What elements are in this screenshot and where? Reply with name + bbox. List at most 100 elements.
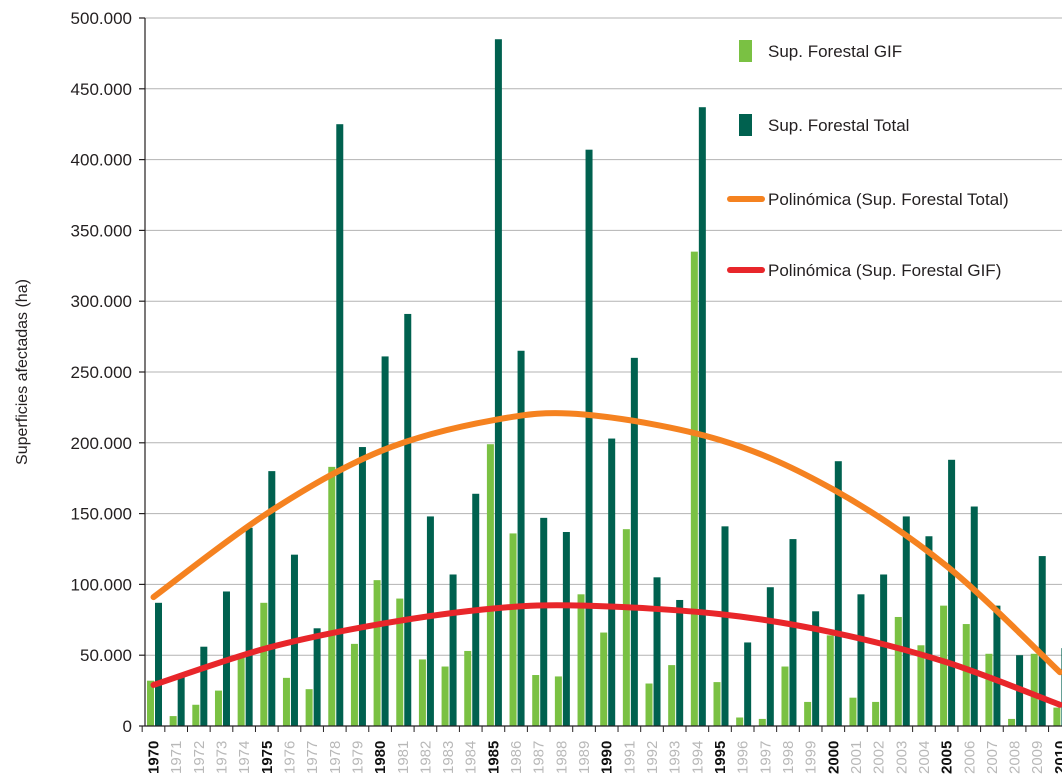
bar-total-1995 [721, 526, 729, 726]
x-tick-label-1975: 1975 [259, 741, 276, 774]
bar-gif-1983 [441, 666, 449, 726]
y-tick-label: 250.000 [71, 363, 132, 382]
bar-gif-1974 [237, 655, 245, 726]
y-tick-label: 150.000 [71, 505, 132, 524]
bar-gif-2008 [1008, 718, 1016, 726]
x-tick-label-1998: 1998 [780, 741, 797, 774]
y-tick-label: 50.000 [80, 646, 132, 665]
y-tick-label: 350.000 [71, 221, 132, 240]
bar-total-1971 [177, 676, 185, 726]
x-tick-label-1973: 1973 [213, 741, 230, 774]
x-tick-label-2003: 2003 [893, 741, 910, 774]
bar-gif-1990 [600, 632, 608, 726]
bar-total-2002 [880, 574, 888, 726]
bar-gif-1982 [418, 659, 426, 726]
bar-gif-1993 [668, 665, 676, 726]
bar-gif-1973 [214, 690, 222, 726]
bar-total-1982 [426, 516, 434, 726]
bar-gif-1981 [396, 598, 404, 726]
legend-label: Polinómica (Sup. Forestal Total) [768, 190, 1009, 209]
bar-gif-2004 [917, 645, 925, 726]
x-tick-label-2007: 2007 [984, 741, 1001, 774]
bar-marks [147, 39, 1062, 727]
bar-gif-2007 [985, 653, 993, 726]
legend: Sup. Forestal GIF Sup. Forestal Total Poli… [727, 40, 1009, 280]
bar-gif-1994 [690, 251, 698, 726]
bar-total-1994 [698, 107, 706, 726]
y-tick-label: 500.000 [71, 9, 132, 28]
bar-total-2007 [993, 605, 1001, 726]
x-tick-label-1987: 1987 [531, 741, 548, 774]
bar-gif-1989 [577, 594, 585, 726]
bar-gif-1997 [758, 718, 766, 726]
bar-gif-1971 [169, 716, 177, 726]
bar-total-1980 [381, 356, 389, 726]
bar-total-1981 [404, 313, 412, 726]
grid-lines [145, 17, 1062, 656]
y-tick-label: 200.000 [71, 434, 132, 453]
bar-total-1983 [449, 574, 457, 726]
bar-total-1975 [268, 471, 276, 726]
bar-gif-2005 [940, 605, 948, 726]
bar-total-2006 [970, 506, 978, 726]
x-tick-label-1986: 1986 [508, 741, 525, 774]
x-tick-label-1990: 1990 [599, 741, 616, 774]
x-tick-label-1988: 1988 [553, 741, 570, 774]
legend-label: Polinómica (Sup. Forestal GIF) [768, 261, 1001, 280]
y-tick-label: 400.000 [71, 151, 132, 170]
x-tick-label-1999: 1999 [803, 741, 820, 774]
bar-total-1970 [155, 602, 162, 726]
bar-gif-1977 [305, 689, 313, 726]
bar-total-1978 [336, 124, 344, 726]
bar-gif-1987 [532, 675, 540, 726]
x-tick-label-1992: 1992 [644, 741, 661, 774]
x-tick-label-2010: 2010 [1052, 741, 1062, 774]
y-tick-label: 0 [123, 717, 132, 736]
bar-gif-1978 [328, 466, 336, 726]
x-tick-label-1982: 1982 [417, 741, 434, 774]
x-tick-label-1985: 1985 [485, 741, 502, 774]
x-tick-labels: 1970 1971 1972 1973 1974 1975 1976 1977 1978 1979… [146, 741, 1062, 774]
bar-total-1999 [812, 611, 820, 726]
bar-gif-2006 [962, 624, 970, 726]
trend-lines [150, 410, 1062, 708]
bar-gif-1995 [713, 682, 721, 726]
bar-total-2001 [857, 594, 865, 726]
x-tick-label-1995: 1995 [712, 741, 729, 774]
y-tick-labels: 0 50.000 100.000 150.000 200.000 250.000 300.0… [71, 9, 132, 736]
x-tick-label-1970: 1970 [146, 741, 163, 774]
bar-total-1985 [494, 39, 502, 727]
bar-gif-1996 [736, 717, 744, 726]
bar-gif-1975 [260, 602, 268, 726]
x-tick-label-1983: 1983 [440, 741, 457, 774]
x-tick-label-2001: 2001 [848, 741, 865, 774]
bar-total-1972 [200, 646, 208, 726]
legend-label: Sup. Forestal Total [768, 116, 909, 135]
x-tick-label-1996: 1996 [735, 741, 752, 774]
bar-total-2000 [834, 461, 842, 726]
y-tick-label: 300.000 [71, 292, 132, 311]
bar-gif-2001 [849, 697, 857, 726]
bar-gif-1976 [282, 677, 290, 726]
x-tick-label-1993: 1993 [667, 741, 684, 774]
bar-total-1991 [630, 357, 638, 726]
x-tick-label-1981: 1981 [395, 741, 412, 774]
bar-total-2005 [948, 459, 956, 726]
bar-total-2009 [1038, 556, 1046, 726]
bar-gif-1988 [554, 676, 562, 726]
x-tick-label-1976: 1976 [281, 741, 298, 774]
legend-label: Sup. Forestal GIF [768, 42, 902, 61]
bar-gif-1986 [509, 533, 517, 726]
y-tick-label: 450.000 [71, 80, 132, 99]
bar-gif-1980 [373, 580, 381, 726]
x-tick-label-1997: 1997 [757, 741, 774, 774]
bar-gif-2009 [1030, 653, 1038, 726]
x-tick-label-1989: 1989 [576, 741, 593, 774]
legend-swatch-total [739, 114, 752, 136]
bar-total-1974 [245, 527, 253, 726]
x-tick-label-1994: 1994 [689, 741, 706, 774]
bar-total-1998 [789, 539, 797, 726]
x-tick-label-1980: 1980 [372, 741, 389, 774]
x-tick-label-2004: 2004 [916, 741, 933, 774]
